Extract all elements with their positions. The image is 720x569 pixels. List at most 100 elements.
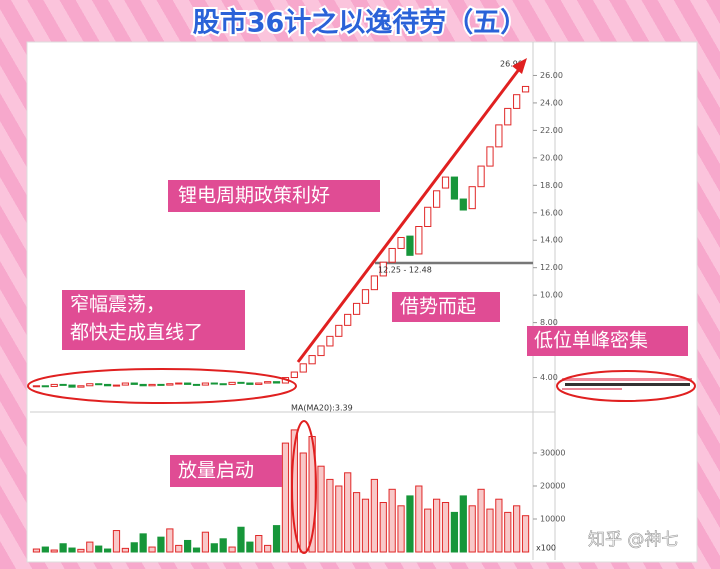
candle: [344, 313, 352, 326]
volume-bar: [441, 502, 450, 553]
watermark: 知乎 @神七: [588, 530, 678, 550]
volume-bar: [281, 442, 290, 553]
annotation-box: [62, 290, 245, 350]
candle: [237, 381, 245, 384]
y-tick-label: 10.00: [540, 291, 563, 300]
volume-bar: [406, 495, 414, 553]
annotation: 都快走成直线了: [70, 322, 203, 344]
ma-label: MA(MA20):3.39: [291, 404, 353, 413]
candle: [441, 176, 450, 189]
candle: [406, 235, 414, 256]
y-tick-label: 14.00: [540, 236, 563, 245]
range-label: 12.25 - 12.48: [378, 266, 432, 275]
trend-arrow: [296, 67, 522, 363]
volume-bar: [95, 545, 103, 553]
candle: [50, 383, 58, 387]
candle: [361, 289, 370, 304]
candle: [112, 384, 121, 387]
candle: [299, 363, 307, 373]
volume-bar: [424, 508, 432, 553]
candle: [41, 385, 49, 388]
volume-bar: [148, 546, 156, 553]
volume-bar: [486, 508, 494, 553]
volume-bar: [192, 547, 201, 553]
candle: [264, 381, 272, 384]
volume-bar: [450, 511, 459, 553]
annotation-box: [392, 292, 500, 322]
candle: [424, 206, 432, 227]
candle: [246, 382, 254, 385]
y-tick-label: 18.00: [540, 181, 563, 190]
candle: [139, 383, 147, 387]
highlight: [556, 370, 696, 402]
volume-bar: [210, 543, 218, 553]
volume-bar: [264, 544, 272, 553]
candle: [513, 94, 521, 109]
candle: [255, 382, 263, 385]
chart-title: 股市36计之以逸待劳（五）: [193, 7, 528, 39]
candle: [192, 383, 201, 386]
candle: [219, 383, 227, 386]
candle: [504, 107, 512, 126]
y-tick-label: 12.00: [540, 263, 563, 272]
candle: [477, 165, 485, 188]
volume-bar: [468, 505, 476, 553]
candle: [157, 383, 165, 386]
volume-bar: [157, 536, 165, 553]
candle: [521, 85, 530, 93]
highlight: [291, 420, 317, 554]
candle: [272, 381, 281, 384]
y-tick-label: 8.00: [540, 318, 558, 327]
highlight: [27, 368, 297, 404]
volume-bar: [388, 488, 396, 553]
chip-band: [562, 378, 692, 381]
arrow-head: [512, 58, 527, 74]
candle: [148, 383, 156, 387]
chip-band: [565, 383, 690, 386]
y-tick-label: 20000: [540, 482, 565, 491]
candle: [130, 382, 138, 385]
annotation: 窄幅震荡，: [70, 294, 165, 316]
volume-bar: [32, 548, 41, 553]
candle: [379, 261, 387, 277]
candle: [166, 383, 174, 386]
annotation-box: [170, 455, 282, 487]
volume-bar: [246, 541, 254, 553]
candle: [317, 345, 325, 357]
candle: [228, 381, 236, 385]
volume-bar: [272, 525, 281, 553]
volume-bar: [513, 505, 521, 553]
annotation: 低位单峰密集: [534, 330, 648, 352]
volume-bar: [166, 528, 174, 553]
volume-bar: [352, 492, 361, 553]
y-tick-label: 30000: [540, 449, 565, 458]
candle: [308, 355, 316, 365]
candle: [433, 190, 441, 208]
volume-bar: [59, 543, 67, 553]
annotation-box: [168, 180, 380, 212]
volume-bar: [477, 488, 485, 553]
candle: [335, 324, 343, 337]
volume-bar: [433, 498, 441, 553]
y-tick-label: 22.00: [540, 126, 563, 135]
annotation: 放量启动: [178, 460, 254, 482]
volume-bar: [121, 547, 129, 553]
volume-bar: [370, 478, 378, 553]
volume-bar: [459, 495, 467, 553]
volume-bar: [77, 548, 85, 553]
volume-bar: [317, 465, 325, 553]
candle: [201, 382, 210, 386]
volume-bar: [201, 531, 210, 553]
candle: [326, 335, 334, 347]
candle: [175, 382, 183, 385]
volume-bar: [504, 511, 512, 553]
candle: [68, 384, 76, 388]
candle: [459, 198, 467, 211]
candle: [486, 146, 494, 167]
volume-bar: [130, 542, 138, 553]
volume-bar: [103, 548, 112, 553]
volume-bar: [86, 541, 94, 553]
candle: [95, 383, 103, 386]
